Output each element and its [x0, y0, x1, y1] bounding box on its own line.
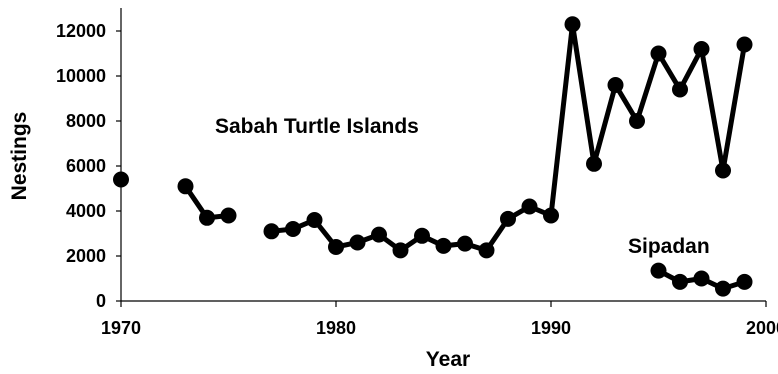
y-tick-label: 4000 — [66, 201, 106, 221]
data-point-sipadan — [650, 262, 667, 279]
y-tick-label: 0 — [96, 291, 106, 311]
data-point-sipadan — [672, 273, 688, 290]
y-tick-label: 8000 — [66, 111, 106, 131]
data-point-sabah-turtle-islands — [113, 171, 129, 188]
data-point-sabah-turtle-islands — [263, 223, 280, 240]
data-point-sabah-turtle-islands — [715, 162, 731, 179]
data-point-sipadan — [736, 273, 753, 290]
annotation-sabah-turtle-islands: Sabah Turtle Islands — [215, 115, 419, 138]
data-point-sabah-turtle-islands — [392, 242, 409, 259]
data-point-sabah-turtle-islands — [564, 16, 581, 33]
data-point-sabah-turtle-islands — [457, 235, 473, 252]
data-point-sabah-turtle-islands — [328, 239, 344, 255]
x-tick-label: 1990 — [531, 318, 571, 338]
data-point-sabah-turtle-islands — [736, 36, 753, 53]
data-point-sabah-turtle-islands — [371, 226, 387, 243]
data-point-sabah-turtle-islands — [199, 209, 215, 226]
data-point-sabah-turtle-islands — [177, 178, 194, 195]
data-point-sipadan — [715, 280, 731, 297]
data-point-sabah-turtle-islands — [349, 234, 366, 251]
data-point-sabah-turtle-islands — [414, 227, 430, 244]
data-point-sabah-turtle-islands — [650, 45, 667, 62]
series-sipadan — [650, 262, 753, 297]
data-point-sabah-turtle-islands — [285, 221, 301, 237]
data-point-sabah-turtle-islands — [629, 113, 645, 129]
data-point-sabah-turtle-islands — [306, 212, 323, 228]
y-tick-label: 12000 — [56, 21, 106, 41]
data-point-sabah-turtle-islands — [220, 207, 237, 224]
data-point-sabah-turtle-islands — [435, 237, 452, 254]
data-point-sabah-turtle-islands — [521, 198, 538, 215]
data-point-sabah-turtle-islands — [586, 155, 602, 172]
x-tick-label: 2000 — [746, 318, 778, 338]
y-axis: 0 2000 4000 6000 8000 10000 12000 — [56, 8, 122, 311]
series-sabah-turtle-islands — [113, 16, 753, 259]
y-tick-label: 10000 — [56, 66, 106, 86]
data-point-sabah-turtle-islands — [672, 81, 688, 98]
data-point-sipadan — [693, 270, 710, 287]
x-axis: 1970 1980 1990 2000 — [101, 300, 778, 338]
data-point-sabah-turtle-islands — [543, 207, 559, 224]
series-layer — [113, 16, 753, 297]
x-tick-label: 1970 — [101, 318, 141, 338]
annotation-sipadan: Sipadan — [628, 235, 710, 258]
y-tick-label: 2000 — [66, 246, 106, 266]
data-point-sabah-turtle-islands — [693, 41, 710, 57]
x-tick-label: 1980 — [316, 318, 356, 338]
data-point-sabah-turtle-islands — [478, 242, 495, 259]
data-point-sabah-turtle-islands — [500, 210, 516, 227]
y-axis-title: Nestings — [8, 112, 31, 201]
data-point-sabah-turtle-islands — [607, 77, 624, 93]
y-tick-label: 6000 — [66, 156, 106, 176]
x-axis-title: Year — [426, 348, 470, 371]
